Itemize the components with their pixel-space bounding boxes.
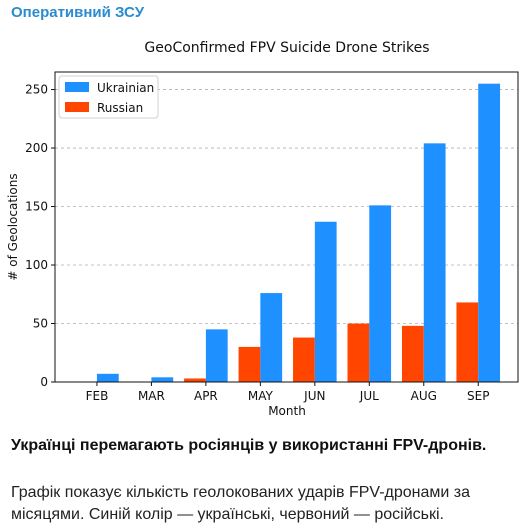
bar-ukrainian-apr: [205, 329, 228, 382]
bar-ukrainian-may: [260, 293, 283, 382]
bar-russian-jun: [293, 337, 315, 382]
y-axis-label: # of Geolocations: [6, 173, 20, 280]
x-tick-label-jul: JUL: [359, 389, 379, 403]
x-tick-label-mar: MAR: [138, 389, 165, 403]
post-body: Графік показує кількість геолокованих уд…: [11, 484, 471, 523]
y-ticks: 0 50 100 150 200 250: [25, 83, 55, 389]
x-tick-label-aug: AUG: [411, 389, 437, 403]
y-tick-label: 100: [25, 258, 48, 272]
bar-chart: GeoConfirmed FPV Suicide Drone Strikes 0…: [0, 30, 527, 430]
bars: [96, 83, 501, 382]
x-tick-label-feb: FEB: [86, 389, 109, 403]
y-tick-label: 150: [25, 200, 48, 214]
legend-swatch-russian: [65, 102, 89, 112]
bar-russian-aug: [401, 325, 424, 382]
legend-swatch-ukrainian: [65, 82, 89, 92]
channel-name[interactable]: Оперативний ЗСУ: [11, 4, 145, 21]
x-tick-label-apr: APR: [194, 389, 218, 403]
legend: Ukrainian Russian: [58, 75, 159, 119]
bar-ukrainian-sep: [478, 83, 501, 382]
plot-area-frame: [54, 71, 519, 383]
bar-ukrainian-jul: [369, 205, 392, 382]
y-tick-label: 50: [33, 317, 48, 331]
chart-title: GeoConfirmed FPV Suicide Drone Strikes: [144, 40, 429, 56]
bar-russian-apr: [184, 378, 206, 382]
post-title: Українці перемагають росіянців у викорис…: [11, 437, 487, 454]
bar-russian-may: [238, 346, 261, 382]
x-ticks: FEB MAR APR MAY JUN JUL AUG SEP: [86, 382, 489, 403]
bar-ukrainian-mar: [151, 377, 174, 382]
bar-russian-sep: [456, 302, 479, 382]
bar-ukrainian-feb: [96, 373, 119, 382]
y-tick-label: 200: [25, 141, 48, 155]
x-tick-label-sep: SEP: [467, 389, 489, 403]
legend-label-russian: Russian: [97, 101, 143, 115]
x-tick-label-jun: JUN: [303, 389, 325, 403]
bar-ukrainian-aug: [423, 143, 446, 382]
bar-russian-jul: [347, 323, 370, 382]
chart-image: GeoConfirmed FPV Suicide Drone Strikes 0…: [0, 30, 527, 430]
x-tick-label-may: MAY: [248, 389, 274, 403]
y-tick-label: 0: [40, 375, 48, 389]
bar-ukrainian-jun: [314, 221, 337, 382]
y-tick-label: 250: [25, 83, 48, 97]
x-axis-label: Month: [268, 404, 306, 418]
legend-label-ukrainian: Ukrainian: [97, 81, 154, 95]
